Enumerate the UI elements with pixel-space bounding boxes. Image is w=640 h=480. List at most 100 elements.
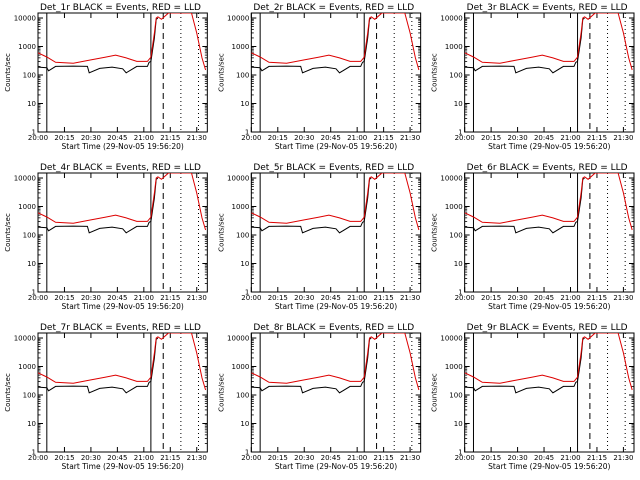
plot-frame <box>464 12 635 133</box>
y-tick-label: 100 <box>23 392 36 400</box>
y-tick-label: 1 <box>458 449 462 457</box>
y-tick-label: 10 <box>454 100 463 108</box>
y-tick-label: 10 <box>240 100 249 108</box>
detector-panel: 1 10 100 1000 10000 20:00 20:15 20:30 20:45 21:00… <box>431 323 635 471</box>
series-lld-line <box>38 13 207 71</box>
plot-frame <box>37 332 208 453</box>
x-tick-label: 21:00 <box>134 454 154 462</box>
x-tick-label: 21:15 <box>587 294 607 302</box>
x-tick-label: 21:00 <box>560 294 580 302</box>
y-tick-label: 1000 <box>445 43 463 51</box>
y-tick-label: 1 <box>32 129 36 137</box>
plot-area <box>251 333 420 452</box>
plot-frame <box>250 12 422 133</box>
x-tick-label: 21:30 <box>187 134 207 142</box>
x-tick-label: 20:00 <box>455 454 475 462</box>
series-lld-line <box>251 333 420 391</box>
y-tick-label: 100 <box>449 232 462 240</box>
x-axis-label: Start Time (29-Nov-05 19:56:20) <box>275 302 397 311</box>
x-axis-label: Start Time (29-Nov-05 19:56:20) <box>62 462 184 471</box>
x-tick-label: 21:30 <box>400 134 420 142</box>
x-axis-label: Start Time (29-Nov-05 19:56:20) <box>62 142 184 151</box>
series-lld-line <box>464 173 633 231</box>
x-axis-label: Start Time (29-Nov-05 19:56:20) <box>488 142 610 151</box>
y-tick-label: 10 <box>454 260 463 268</box>
detector-panel: 1 10 100 1000 10000 20:00 20:15 20:30 20:45 21:00… <box>217 323 422 471</box>
x-tick-label: 21:00 <box>560 454 580 462</box>
x-tick-label: 21:30 <box>400 454 420 462</box>
x-tick-label: 20:15 <box>268 294 288 302</box>
panel-title: Det_7r BLACK = Events, RED = LLD <box>40 323 201 333</box>
series-events-line <box>251 17 372 74</box>
x-tick-label: 21:30 <box>613 294 633 302</box>
detector-panel: 1 10 100 1000 10000 20:00 20:15 20:30 20:45 21:00… <box>431 163 635 311</box>
y-tick-label: 1000 <box>232 203 250 211</box>
y-tick-label: 10 <box>27 260 36 268</box>
y-tick-label: 1000 <box>445 363 463 371</box>
panel-title: Det_3r BLACK = Events, RED = LLD <box>467 3 628 13</box>
plot-frame <box>464 172 635 293</box>
x-tick-label: 21:00 <box>560 134 580 142</box>
y-axis-label: Counts/sec <box>217 53 225 92</box>
plot-area <box>251 173 420 292</box>
x-tick-label: 20:30 <box>81 454 101 462</box>
x-tick-label: 21:30 <box>400 294 420 302</box>
plot-frame <box>250 332 422 453</box>
panel-title: Det_6r BLACK = Events, RED = LLD <box>467 163 628 173</box>
y-axis-label: Counts/sec <box>431 213 439 252</box>
panel-title: Det_5r BLACK = Events, RED = LLD <box>253 163 414 173</box>
x-tick-label: 21:15 <box>160 454 180 462</box>
series-events-line <box>464 337 585 394</box>
y-tick-label: 10 <box>27 100 36 108</box>
x-tick-label: 20:30 <box>507 294 527 302</box>
y-tick-label: 10000 <box>14 335 36 343</box>
y-tick-label: 100 <box>236 232 249 240</box>
x-tick-label: 20:45 <box>107 454 127 462</box>
x-tick-label: 20:00 <box>28 134 48 142</box>
y-tick-label: 1 <box>458 129 462 137</box>
series-events-line <box>464 177 585 234</box>
detector-panel: 1 10 100 1000 10000 20:00 20:15 20:30 20:45 21:00… <box>217 163 422 311</box>
x-tick-label: 20:30 <box>294 134 314 142</box>
series-events-line <box>251 177 372 234</box>
series-lld-line <box>251 173 420 231</box>
x-tick-label: 21:15 <box>374 294 394 302</box>
detector-panel: 1 10 100 1000 10000 20:00 20:15 20:30 20:45 21:00… <box>217 3 422 151</box>
x-tick-label: 20:30 <box>294 454 314 462</box>
x-tick-label: 20:00 <box>241 454 261 462</box>
y-tick-label: 100 <box>23 72 36 80</box>
x-tick-label: 20:30 <box>507 134 527 142</box>
x-tick-label: 20:30 <box>294 294 314 302</box>
series-lld-line <box>38 173 207 231</box>
x-tick-label: 20:45 <box>534 294 554 302</box>
y-axis-label: Counts/sec <box>217 213 225 252</box>
detector-panel: 1 10 100 1000 10000 20:00 20:15 20:30 20:45 21:00… <box>4 3 208 151</box>
x-tick-label: 20:15 <box>481 134 501 142</box>
x-tick-label: 20:45 <box>534 134 554 142</box>
x-axis-label: Start Time (29-Nov-05 19:56:20) <box>275 142 397 151</box>
plot-frame <box>37 12 208 133</box>
y-axis-label: Counts/sec <box>217 373 225 412</box>
x-tick-label: 21:15 <box>160 134 180 142</box>
plot-frame <box>250 172 422 293</box>
series-lld-line <box>464 13 633 71</box>
plot-area <box>38 13 207 132</box>
x-tick-label: 20:15 <box>481 454 501 462</box>
x-axis-label: Start Time (29-Nov-05 19:56:20) <box>488 302 610 311</box>
y-tick-label: 10000 <box>227 175 249 183</box>
panel-title: Det_4r BLACK = Events, RED = LLD <box>40 163 201 173</box>
plot-area <box>251 13 420 132</box>
y-tick-label: 10000 <box>440 335 462 343</box>
y-tick-label: 10000 <box>227 335 249 343</box>
x-tick-label: 20:00 <box>28 454 48 462</box>
x-tick-label: 20:15 <box>54 134 74 142</box>
y-tick-label: 100 <box>236 392 249 400</box>
plot-frame <box>464 332 635 453</box>
plot-area <box>464 13 633 132</box>
series-lld-line <box>251 13 420 71</box>
x-tick-label: 20:45 <box>321 454 341 462</box>
y-tick-label: 10000 <box>227 15 249 23</box>
x-tick-label: 21:00 <box>347 454 367 462</box>
plot-area <box>464 333 633 452</box>
